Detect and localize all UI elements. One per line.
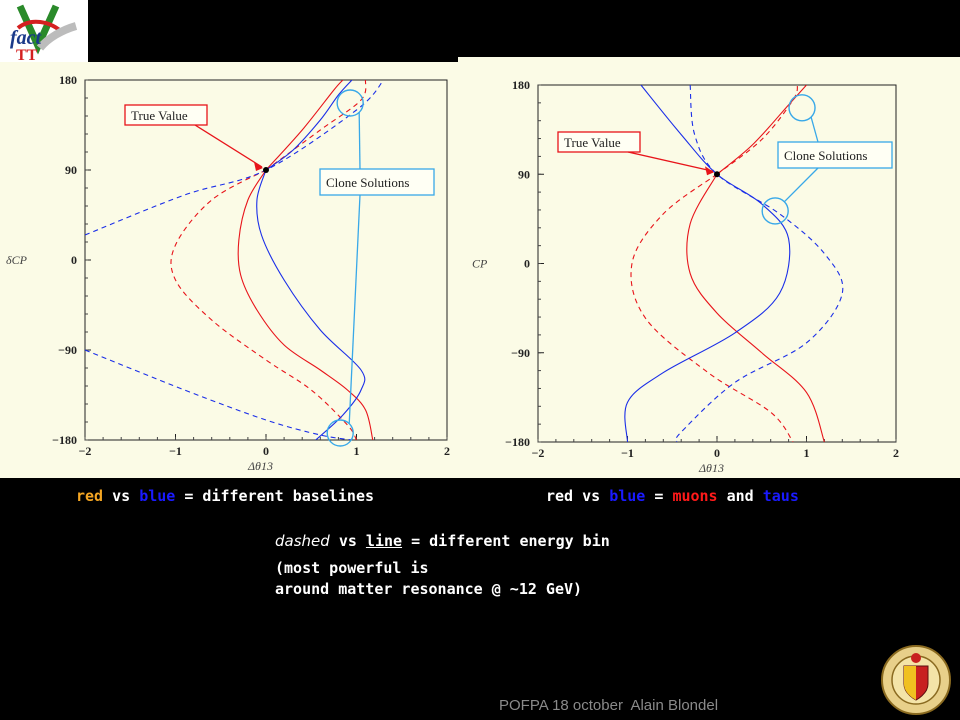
caption-powerful-line2: around matter resonance @ ~12 GeV) xyxy=(275,580,583,598)
y-tick-label: −180 xyxy=(505,435,530,449)
clone-solution-circle xyxy=(326,419,354,447)
red-solid-curve xyxy=(686,173,825,442)
x-tick-label: −1 xyxy=(169,444,182,458)
blue-dashed-curve xyxy=(675,85,844,442)
caption-blue-word: blue xyxy=(609,487,646,505)
caption-muons: muons xyxy=(672,487,718,505)
caption-equals: = xyxy=(645,487,673,505)
red-solid-curve xyxy=(716,85,807,175)
x-tick-label: 2 xyxy=(444,444,450,458)
caption-line-word: line xyxy=(365,532,403,550)
red-dashed-curve xyxy=(630,173,794,442)
fact-logo: fact TT xyxy=(0,0,88,64)
y-tick-label: 90 xyxy=(65,163,77,177)
caption-muons-taus: red vs blue = muons and taus xyxy=(546,487,799,505)
caption-dashed-word: dashed xyxy=(275,532,330,550)
x-tick-label: 2 xyxy=(893,446,899,460)
blue-dashed-curve xyxy=(85,349,353,440)
caption-blue-word: blue xyxy=(139,487,176,505)
x-tick-label: −2 xyxy=(532,446,545,460)
x-tick-label: 0 xyxy=(714,446,720,460)
x-tick-label: 1 xyxy=(354,444,360,458)
caption-red-word: red xyxy=(546,487,574,505)
y-tick-label: −180 xyxy=(52,433,77,447)
x-tick-label: −1 xyxy=(621,446,634,460)
chart-right: 180 90 0 −90 −180−2 −1 0 1 2 Δθ13 CP True Value Clon… xyxy=(472,78,899,475)
clone-solutions-box xyxy=(319,168,435,196)
y-tick-label: 0 xyxy=(71,253,77,267)
caption-vs: vs xyxy=(103,487,140,505)
true-value-label: True Value xyxy=(564,135,621,150)
clone-solution-arrow xyxy=(348,194,361,425)
clone-solution-arrow xyxy=(810,116,819,143)
clone-solution-circle xyxy=(788,94,816,122)
true-value-arrow xyxy=(194,124,263,168)
chart-panel-right: 180 90 0 −90 −180 −2 −1 0 1 2 Δθ13 CP True Value Clon… xyxy=(458,57,960,478)
clone-solutions-box xyxy=(777,141,893,169)
x-axis-label: Δθ13 xyxy=(698,461,724,475)
true-value-box xyxy=(124,104,208,126)
clone-solution-circle xyxy=(761,197,789,225)
red-solid-curve xyxy=(237,169,374,440)
caption-baselines-text: = different baselines xyxy=(175,487,375,505)
x-axis-label: Δθ13 xyxy=(247,459,273,473)
blue-solid-curve xyxy=(265,80,353,171)
y-tick-label: 180 xyxy=(59,73,77,87)
red-solid-curve xyxy=(265,80,344,171)
true-value-label: True Value xyxy=(131,108,188,123)
caption-energy-bin: dashed vs line = different energy bin xyxy=(275,532,610,550)
caption-taus: taus xyxy=(762,487,799,505)
svg-text:fact: fact xyxy=(10,27,43,49)
plot-frame xyxy=(84,79,448,441)
true-value-arrow xyxy=(627,151,714,172)
y-tick-label: 180 xyxy=(512,78,530,92)
chart-left: 180 90 0 −90 −180−2 −1 0 1 2 Δθ13 δCP True Value Clo… xyxy=(6,73,450,473)
caption-vs: vs xyxy=(329,532,366,550)
blue-dashed-curve xyxy=(85,80,385,236)
y-tick-label: −90 xyxy=(58,343,77,357)
true-value-point xyxy=(263,167,269,173)
caption-resonance: (most powerful is around matter resonance… xyxy=(275,558,582,600)
x-tick-label: 0 xyxy=(263,444,269,458)
caption-baselines: red vs blue = different baselines xyxy=(76,487,374,505)
y-axis-label: CP xyxy=(472,257,488,271)
red-dashed-curve xyxy=(716,85,799,175)
blue-solid-curve xyxy=(256,169,366,440)
red-dashed-curve xyxy=(170,169,357,440)
true-value-box xyxy=(557,131,641,153)
y-tick-label: 90 xyxy=(518,167,530,181)
x-tick-label: −2 xyxy=(79,444,92,458)
clone-solution-arrow xyxy=(783,167,819,203)
caption-energy-text: = different energy bin xyxy=(402,532,610,550)
y-axis-label: δCP xyxy=(6,253,28,267)
svg-text:TT: TT xyxy=(16,47,38,62)
curves-group xyxy=(85,80,385,440)
chart-panel-left: 180 90 0 −90 −180 −2 −1 0 1 2 Δθ13 δCP True Value Clo… xyxy=(0,62,458,478)
clone-solution-circle xyxy=(336,89,364,117)
clone-solution-arrow xyxy=(358,111,361,170)
blue-solid-curve xyxy=(624,85,791,442)
y-tick-label: 0 xyxy=(524,257,530,271)
footer-credit: POFPA 18 october Alain Blondel xyxy=(499,697,719,714)
caption-vs: vs xyxy=(573,487,610,505)
y-tick-label: −90 xyxy=(511,346,530,360)
caption-and: and xyxy=(717,487,763,505)
true-value-arrowhead xyxy=(254,162,263,171)
true-value-point xyxy=(714,171,720,178)
clone-solutions-label: Clone Solutions xyxy=(326,175,409,190)
true-value-arrowhead xyxy=(705,166,714,176)
university-seal-icon xyxy=(880,644,952,716)
caption-powerful-line1: (most powerful is xyxy=(275,559,429,577)
caption-red-word: red xyxy=(76,487,104,505)
x-tick-label: 1 xyxy=(804,446,810,460)
clone-solutions-label: Clone Solutions xyxy=(784,148,867,163)
curves-group xyxy=(624,85,844,442)
